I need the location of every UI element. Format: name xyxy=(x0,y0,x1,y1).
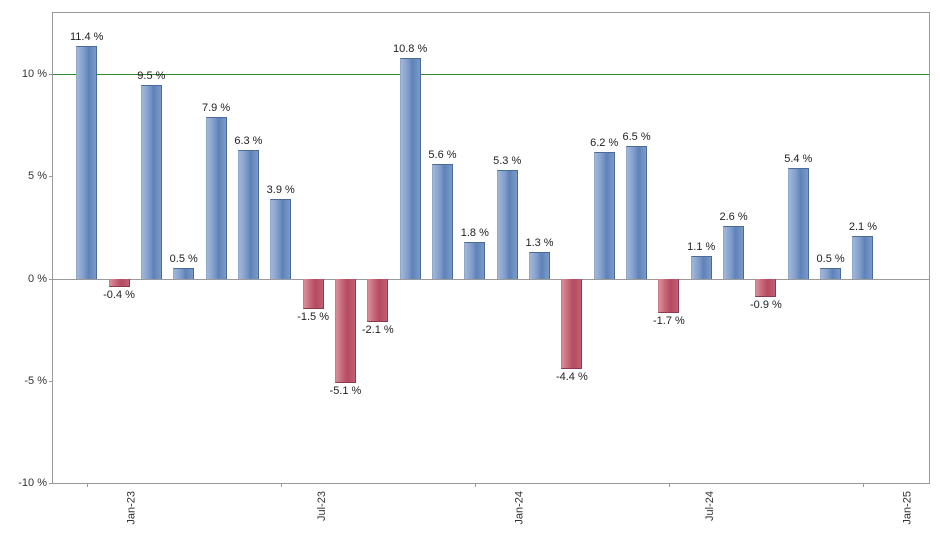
bar xyxy=(658,279,679,314)
bar-label: 11.4 % xyxy=(70,31,103,43)
y-tick-label: -10 % xyxy=(18,477,53,489)
x-tick-label: Jul-24 xyxy=(704,491,716,521)
y-tick-label: 5 % xyxy=(28,170,53,182)
x-tick-label: Jan-25 xyxy=(902,491,914,525)
bar xyxy=(335,279,356,383)
bar-label: 1.8 % xyxy=(461,227,489,239)
x-tick-line xyxy=(669,483,670,487)
bar-label: 0.5 % xyxy=(170,253,198,265)
bar xyxy=(691,256,712,278)
bar xyxy=(173,268,194,278)
bar-label: -1.7 % xyxy=(653,315,685,327)
x-tick-line xyxy=(87,483,88,487)
bar xyxy=(109,279,130,287)
bar-label: 6.2 % xyxy=(590,137,618,149)
bar xyxy=(626,146,647,279)
bar-label: 1.1 % xyxy=(687,241,715,253)
bar xyxy=(76,46,97,279)
bar xyxy=(367,279,388,322)
zero-line xyxy=(53,279,929,280)
bar-label: 10.8 % xyxy=(393,43,427,55)
bar xyxy=(497,170,518,278)
x-tick-line xyxy=(863,483,864,487)
bar xyxy=(303,279,324,310)
y-tick-label: 0 % xyxy=(28,273,53,285)
bar-label: 2.6 % xyxy=(720,211,748,223)
bar-label: 3.9 % xyxy=(267,184,295,196)
bar xyxy=(788,168,809,278)
reference-line xyxy=(53,74,929,75)
bar-label: 6.5 % xyxy=(622,131,650,143)
y-tick-label: 10 % xyxy=(22,68,53,80)
bar xyxy=(400,58,421,279)
bar xyxy=(820,268,841,278)
x-tick-label: Jan-23 xyxy=(125,491,137,525)
bar xyxy=(464,242,485,279)
bar-label: -4.4 % xyxy=(556,371,588,383)
bar-label: -0.9 % xyxy=(750,299,782,311)
bar-label: 2.1 % xyxy=(849,221,877,233)
bar xyxy=(594,152,615,279)
bar-label: -0.4 % xyxy=(103,289,135,301)
x-tick-line xyxy=(475,483,476,487)
bar xyxy=(206,117,227,278)
bar xyxy=(561,279,582,369)
bar xyxy=(270,199,291,279)
bar xyxy=(529,252,550,279)
y-tick-label: -5 % xyxy=(24,375,53,387)
bar-label: 1.3 % xyxy=(525,237,553,249)
x-tick-label: Jan-24 xyxy=(513,491,525,525)
bar-label: 5.4 % xyxy=(784,153,812,165)
x-tick-label: Jul-23 xyxy=(316,491,328,521)
plot-area: -10 %-5 %0 %5 %10 %11.4 %-0.4 %9.5 %0.5 … xyxy=(52,12,930,484)
bar-label: 6.3 % xyxy=(234,135,262,147)
bar xyxy=(141,85,162,279)
bar xyxy=(432,164,453,278)
bar-label: -2.1 % xyxy=(362,324,394,336)
bar xyxy=(755,279,776,297)
bar xyxy=(852,236,873,279)
x-tick-line xyxy=(281,483,282,487)
bar-label: 5.6 % xyxy=(428,149,456,161)
bar xyxy=(238,150,259,279)
bar-label: 9.5 % xyxy=(137,70,165,82)
bar-label: -1.5 % xyxy=(297,311,329,323)
chart-container: -10 % -5 % 0 % 5 % 10 % 11.4 % -0.4 % 9.5 % 0.5 … xyxy=(0,0,940,550)
bar-label: -5.1 % xyxy=(330,385,362,397)
bar xyxy=(723,226,744,279)
bar-label: 5.3 % xyxy=(493,155,521,167)
bar-label: 7.9 % xyxy=(202,102,230,114)
bar-label: 0.5 % xyxy=(817,253,845,265)
